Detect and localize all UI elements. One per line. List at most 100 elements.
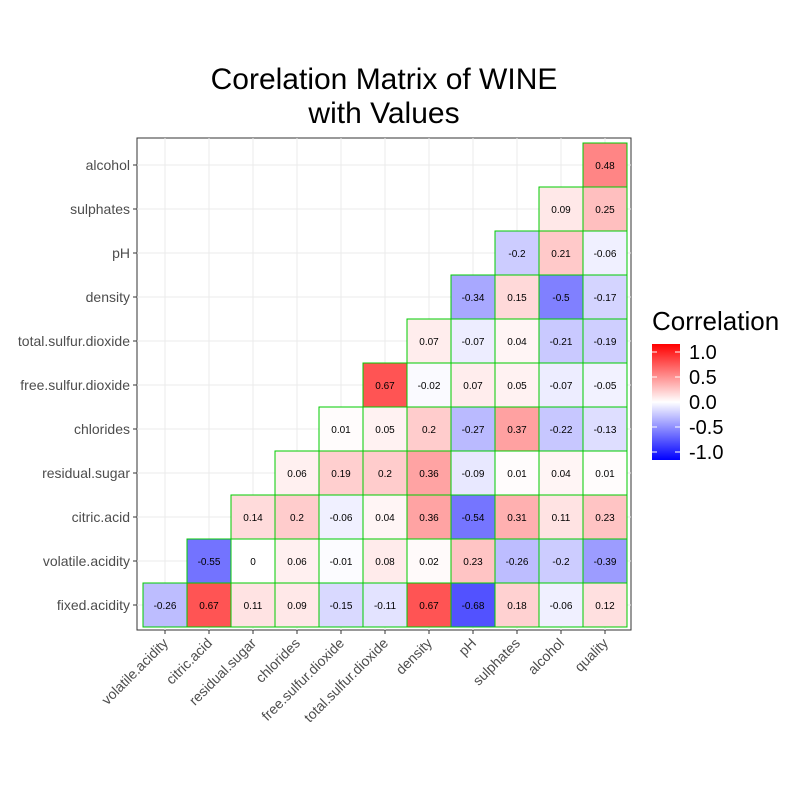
heatmap-cell — [406, 318, 452, 364]
heatmap-cell — [318, 450, 364, 496]
cell-value-label: 0.15 — [507, 293, 527, 304]
heatmap-cell — [582, 230, 628, 276]
cell-value-label: 0.11 — [552, 513, 571, 524]
cell-value-label: 0.31 — [507, 513, 527, 524]
heatmap-cell — [186, 538, 232, 584]
heatmap-cell — [142, 582, 188, 628]
cell-value-label: 0.12 — [595, 601, 615, 612]
x-tick-label: sulphates — [469, 635, 523, 689]
heatmap-cell — [538, 318, 584, 364]
cell-value-label: -0.06 — [594, 249, 617, 260]
cell-value-label: 0.04 — [551, 469, 571, 480]
cell-value-label: 0.01 — [331, 425, 351, 436]
x-tick-label: quality — [571, 635, 611, 675]
cell-value-label: -0.22 — [550, 425, 573, 436]
heatmap-cell — [450, 450, 496, 496]
cell-value-label: 0.01 — [595, 469, 615, 480]
cell-value-label: -0.01 — [330, 557, 353, 568]
cell-value-label: 0.07 — [419, 337, 439, 348]
y-tick-label: fixed.acidity — [57, 597, 130, 613]
heatmap-cell — [538, 274, 584, 320]
cell-value-label: 0.25 — [595, 205, 615, 216]
heatmap-cell — [494, 230, 540, 276]
x-tick-label: volatile.acidity — [98, 635, 171, 708]
cell-value-label: -0.54 — [462, 513, 485, 524]
cell-value-label: 0.2 — [290, 513, 304, 524]
y-tick-label: residual.sugar — [42, 465, 130, 481]
legend-tick-label: -1.0 — [689, 442, 723, 464]
cell-value-label: -0.2 — [508, 249, 526, 260]
heatmap-cell — [582, 362, 628, 408]
heatmap-cell — [538, 230, 584, 276]
heatmap-cell — [274, 538, 320, 584]
cell-value-label: 0.09 — [551, 205, 571, 216]
cell-value-label: 0.48 — [595, 161, 615, 172]
heatmap-cell — [450, 582, 496, 628]
heatmap-cells: -0.26 0.67 0.11 0.09 -0.15 -0.11 0.67 -0.68 0.18… — [142, 142, 628, 628]
heatmap-cell — [318, 494, 364, 540]
cell-value-label: -0.09 — [462, 469, 485, 480]
cell-value-label: 0 — [250, 557, 256, 568]
heatmap-cell — [538, 538, 584, 584]
x-tick-label: density — [392, 635, 435, 678]
cell-value-label: -0.17 — [594, 293, 617, 304]
cell-value-label: 0.19 — [331, 469, 351, 480]
cell-value-label: -0.26 — [154, 601, 177, 612]
cell-value-label: 0.2 — [422, 425, 436, 436]
heatmap-cell — [274, 582, 320, 628]
heatmap-cell — [450, 406, 496, 452]
cell-value-label: 0.67 — [419, 601, 439, 612]
legend-tick-label: 0.5 — [689, 367, 717, 389]
cell-value-label: 0.05 — [375, 425, 395, 436]
cell-value-label: 0.67 — [375, 381, 395, 392]
legend-tick-label: -0.5 — [689, 417, 723, 439]
legend-tick-label: 0.0 — [689, 392, 717, 414]
heatmap-cell — [230, 494, 276, 540]
x-axis-labels: volatile.aciditycitric.acidresidual.suga… — [98, 630, 611, 725]
y-tick-label: pH — [112, 245, 130, 261]
cell-value-label: -0.13 — [594, 425, 617, 436]
heatmap-cell — [362, 362, 408, 408]
x-tick-label: alcohol — [524, 635, 567, 678]
heatmap-cell — [362, 582, 408, 628]
heatmap-cell — [318, 406, 364, 452]
cell-value-label: -0.19 — [594, 337, 617, 348]
cell-value-label: 0.07 — [463, 381, 483, 392]
cell-value-label: 0.21 — [551, 249, 571, 260]
cell-value-label: -0.21 — [550, 337, 573, 348]
cell-value-label: -0.68 — [462, 601, 485, 612]
heatmap-cell — [318, 538, 364, 584]
heatmap-cell — [582, 318, 628, 364]
heatmap-cell — [406, 582, 452, 628]
y-tick-label: free.sulfur.dioxide — [20, 377, 130, 393]
cell-value-label: 0.36 — [419, 513, 439, 524]
cell-value-label: 0.04 — [507, 337, 527, 348]
cell-value-label: 0.14 — [243, 513, 263, 524]
cell-value-label: -0.2 — [552, 557, 570, 568]
cell-value-label: 0.01 — [507, 469, 527, 480]
chart-title-line-1: Corelation Matrix of WINE — [211, 63, 558, 96]
heatmap-cell — [582, 494, 628, 540]
y-tick-label: total.sulfur.dioxide — [18, 333, 130, 349]
y-tick-label: alcohol — [86, 157, 130, 173]
y-tick-label: density — [86, 289, 130, 305]
cell-value-label: -0.26 — [506, 557, 529, 568]
heatmap-cell — [582, 142, 628, 188]
heatmap-cell — [362, 406, 408, 452]
cell-value-label: 0.67 — [199, 601, 219, 612]
cell-value-label: -0.27 — [462, 425, 485, 436]
heatmap-cell — [450, 362, 496, 408]
cell-value-label: 0.18 — [507, 601, 527, 612]
chart-title: Corelation Matrix of WINE with Values — [211, 63, 558, 130]
heatmap-cell — [274, 450, 320, 496]
heatmap-cell — [362, 450, 408, 496]
heatmap-cell — [406, 494, 452, 540]
cell-value-label: 0.06 — [287, 557, 307, 568]
heatmap-cell — [494, 450, 540, 496]
cell-value-label: -0.39 — [594, 557, 617, 568]
chart-title-line-2: with Values — [307, 97, 459, 130]
y-tick-label: chlorides — [74, 421, 130, 437]
cell-value-label: -0.07 — [550, 381, 573, 392]
cell-value-label: -0.05 — [594, 381, 617, 392]
